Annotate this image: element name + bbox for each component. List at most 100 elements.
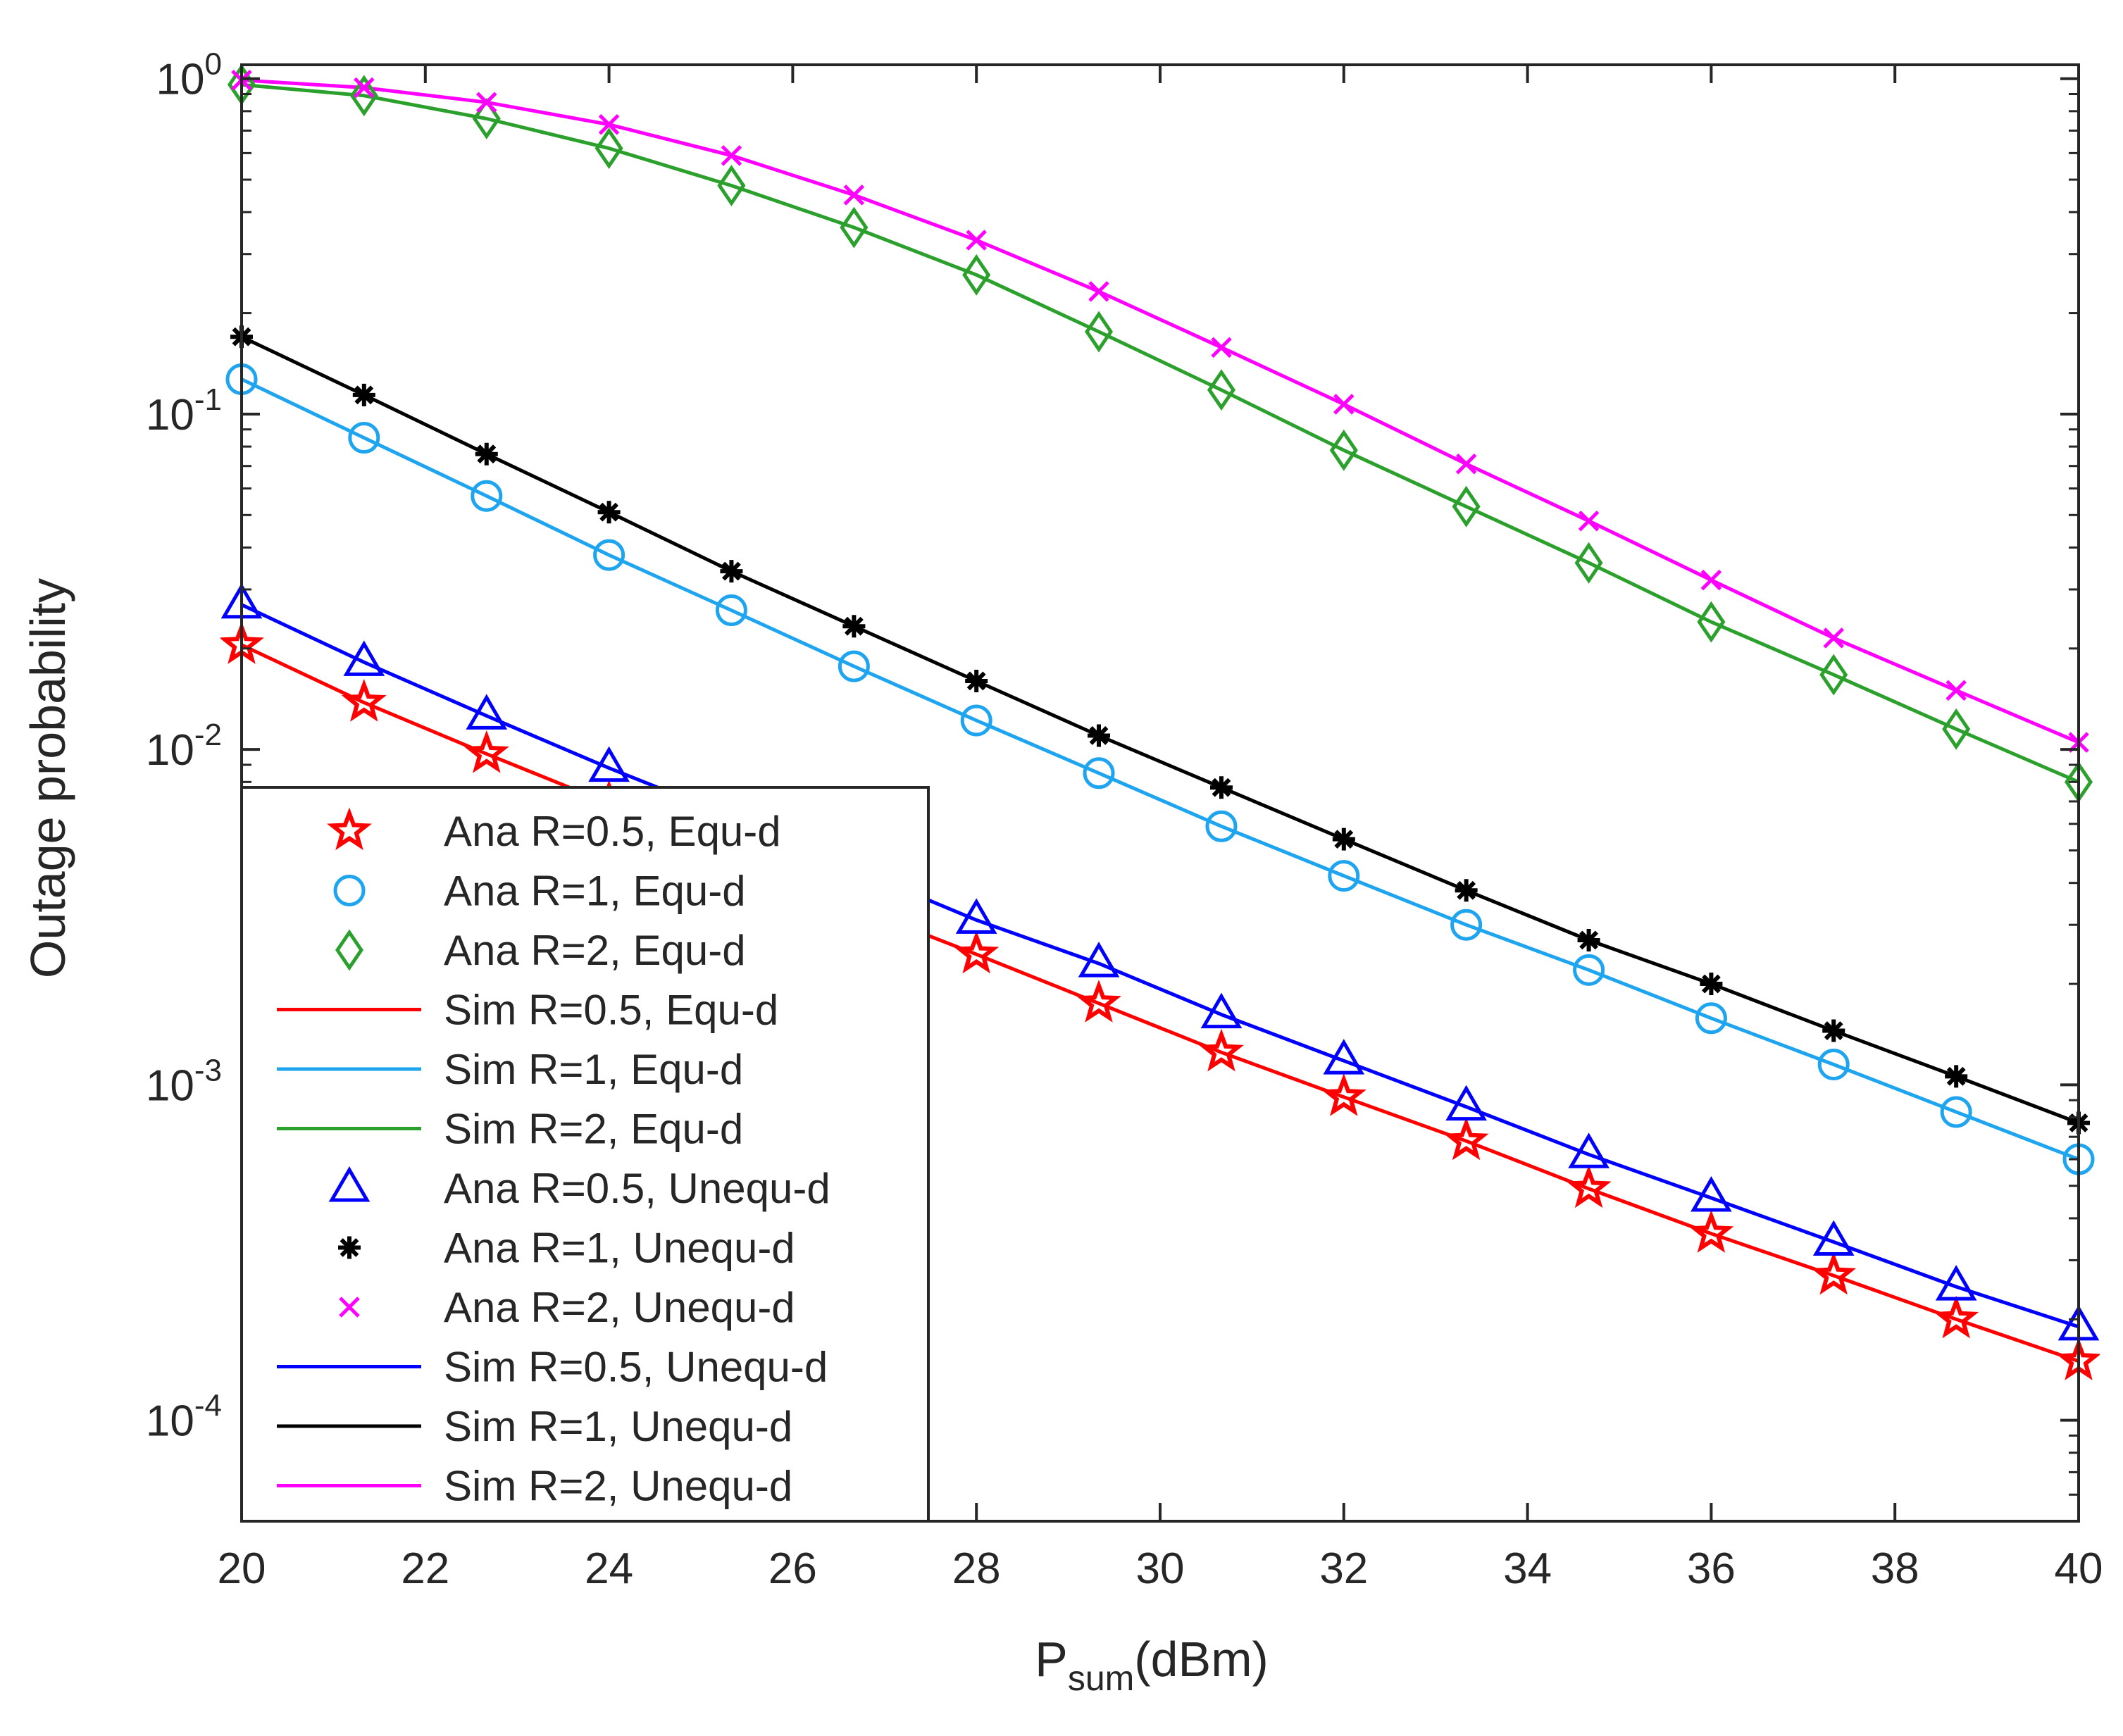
data-point-r1_unequ-8 [1209, 776, 1233, 799]
legend-label-2: Ana R=2, Equ-d [444, 927, 746, 974]
legend-swatch-6 [328, 1166, 371, 1202]
data-point-r2_equ-9 [1329, 429, 1358, 471]
data-point-r2_unequ-2 [476, 92, 497, 113]
data-point-r1_unequ-10 [1455, 879, 1478, 902]
data-point-r05_equ-2 [463, 730, 509, 773]
series-line-r2_equ [241, 82, 2079, 784]
data-point-r2_unequ-3 [598, 114, 620, 135]
data-point-r2_unequ-1 [354, 77, 375, 99]
data-point-r05_unequ-11 [1568, 1132, 1610, 1168]
data-point-r1_equ-11 [1573, 954, 1605, 986]
data-point-r05_equ-14 [1934, 1295, 1979, 1339]
data-point-r1_unequ-3 [597, 501, 621, 524]
x-tick-label-8: 36 [1687, 1544, 1736, 1593]
x-axis-label-subscript: sum [1068, 1659, 1134, 1698]
data-point-r1_equ-4 [715, 594, 747, 627]
y-tick-label-exponent: -1 [194, 382, 222, 417]
data-point-r1_equ-3 [593, 539, 625, 571]
data-point-r1_unequ-14 [1945, 1065, 1968, 1088]
y-tick-label-exponent: -2 [194, 718, 222, 752]
data-point-r2_unequ-9 [1333, 394, 1355, 415]
x-axis-label-main: P [1035, 1632, 1068, 1687]
x-tick-label-10: 40 [2055, 1544, 2103, 1593]
x-tick-label-4: 28 [952, 1544, 1001, 1593]
data-point-r05_equ-13 [1811, 1251, 1857, 1295]
x-tick-label-5: 30 [1136, 1544, 1185, 1593]
legend-label-5: Sim R=2, Equ-d [444, 1106, 743, 1153]
series-line-r05_equ [240, 643, 2079, 1363]
x-tick-label-9: 38 [1871, 1544, 1919, 1593]
data-point-r1_equ-10 [1450, 908, 1483, 941]
data-point-r1_equ-1 [348, 422, 380, 454]
legend-label-8: Ana R=2, Unequ-d [444, 1284, 795, 1331]
data-point-r2_unequ-14 [1945, 680, 1967, 701]
data-point-r1_unequ-12 [1700, 973, 1723, 996]
data-point-r05_unequ-9 [1323, 1039, 1365, 1075]
y-tick-label-exponent: 0 [205, 47, 222, 82]
data-point-r2_equ-11 [1574, 542, 1603, 584]
data-point-r1_equ-6 [960, 704, 992, 737]
y-tick-label-base: 10 [156, 56, 205, 104]
data-point-r1_unequ-2 [475, 442, 498, 466]
data-point-r2_unequ-6 [966, 230, 987, 251]
data-point-r05_equ-12 [1688, 1210, 1734, 1253]
data-point-r2_equ-5 [840, 206, 868, 249]
data-point-r05_equ-6 [954, 930, 1000, 974]
data-point-r1_unequ-4 [720, 560, 743, 583]
legend-label-9: Sim R=0.5, Unequ-d [444, 1344, 828, 1391]
y-axis-label: Outage probability [20, 578, 75, 978]
legend-box [240, 786, 930, 1523]
data-point-r05_unequ-1 [343, 640, 385, 676]
x-tick-label-3: 26 [768, 1544, 817, 1593]
x-tick-label-7: 34 [1503, 1544, 1552, 1593]
x-axis-label: Psum(dBm) [1035, 1632, 1269, 1698]
data-point-r05_unequ-12 [1691, 1176, 1732, 1212]
data-point-r05_unequ-14 [1935, 1265, 1977, 1301]
legend-label-1: Ana R=1, Equ-d [444, 868, 746, 915]
data-point-r2_unequ-7 [1088, 281, 1109, 302]
legend-label-0: Ana R=0.5, Equ-d [444, 808, 781, 855]
data-point-r05_equ-1 [341, 679, 387, 722]
y-tick-label-0: 100 [156, 47, 222, 104]
data-point-r1_equ-14 [1940, 1096, 1972, 1128]
data-point-r1_unequ-6 [965, 669, 988, 692]
legend-swatch-1 [333, 875, 366, 906]
data-point-r05_unequ-2 [466, 694, 508, 730]
data-point-r2_unequ-8 [1211, 337, 1232, 358]
data-point-r05_unequ-3 [588, 746, 630, 782]
legend-swatch-7 [338, 1236, 361, 1259]
y-tick-label-exponent: -4 [194, 1389, 222, 1423]
y-tick-label-1: 10-1 [146, 382, 222, 439]
data-point-r1_unequ-9 [1332, 828, 1355, 851]
legend-label-7: Ana R=1, Unequ-d [444, 1225, 795, 1272]
data-point-r05_unequ-13 [1812, 1220, 1855, 1256]
series-line-r2_unequ [241, 78, 2079, 744]
data-point-r1_unequ-11 [1577, 928, 1600, 951]
series-line-r05_unequ [240, 603, 2079, 1329]
data-point-r05_equ-10 [1443, 1117, 1489, 1161]
data-point-r1_equ-9 [1328, 860, 1360, 892]
x-tick-label-0: 20 [218, 1544, 266, 1593]
legend-swatch-0 [327, 807, 372, 851]
data-point-r05_equ-7 [1076, 980, 1121, 1023]
data-point-r2_equ-2 [472, 98, 501, 139]
data-point-r1_equ-2 [471, 480, 503, 512]
data-point-r2_equ-7 [1084, 311, 1114, 353]
data-point-r1_unequ-1 [352, 383, 375, 406]
y-tick-label-2: 10-2 [146, 718, 222, 775]
data-point-r05_equ-8 [1199, 1028, 1244, 1072]
x-tick-label-6: 32 [1319, 1544, 1368, 1593]
y-tick-label-base: 10 [146, 391, 194, 439]
data-point-r1_equ-13 [1817, 1049, 1850, 1081]
data-point-r2_equ-14 [1942, 708, 1971, 750]
y-tick-label-base: 10 [146, 1061, 194, 1110]
data-point-r2_equ-13 [1819, 654, 1848, 696]
data-point-r2_equ-6 [962, 254, 991, 296]
data-point-r2_equ-4 [717, 165, 746, 206]
legend-swatch-8 [339, 1297, 360, 1318]
data-point-r2_unequ-4 [721, 145, 742, 166]
data-point-r2_equ-1 [349, 75, 378, 117]
data-point-r05_unequ-6 [955, 898, 997, 934]
data-point-r05_unequ-7 [1078, 942, 1120, 978]
